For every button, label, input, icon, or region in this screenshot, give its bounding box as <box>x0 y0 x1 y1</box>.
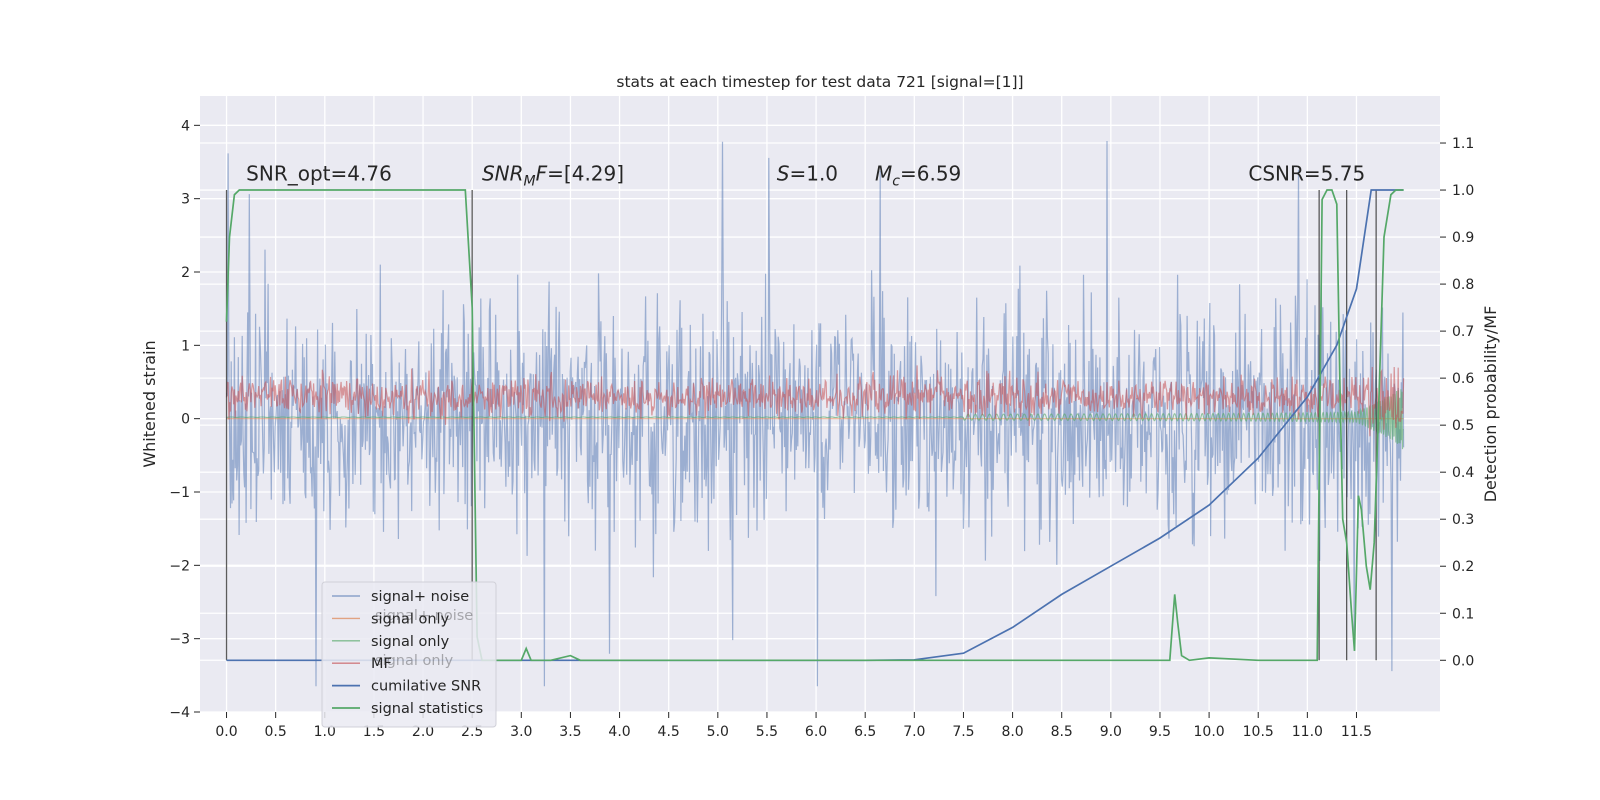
x-tick-label: 4.0 <box>608 724 630 740</box>
chart-title: stats at each timestep for test data 721… <box>616 73 1023 91</box>
x-tick-label: 5.0 <box>707 724 729 740</box>
annotations: SNR_opt=4.76 SNRMF=[4.29] S=1.0 Mc=6.59 CSNR… <box>246 161 1365 189</box>
y-ticks-right: 1.1 1.0 0.9 0.8 0.7 0.6 0.5 0.4 0.3 0.2 0.1 0.0 <box>1440 136 1474 669</box>
x-tick-label: 11.0 <box>1292 724 1323 740</box>
x-tick-label: 5.5 <box>756 724 778 740</box>
y-right-tick-label: 0.2 <box>1452 559 1474 575</box>
y-tick-label: 0 <box>181 412 190 428</box>
legend-label: MF <box>371 656 392 672</box>
x-tick-label: 8.0 <box>1001 724 1023 740</box>
y-tick-label: −2 <box>169 558 190 574</box>
y-right-tick-label: 1.0 <box>1452 183 1474 199</box>
legend-ghost-label: signal only <box>375 653 454 669</box>
x-tick-label: 2.0 <box>412 724 434 740</box>
x-tick-label: 10.5 <box>1243 724 1274 740</box>
x-tick-label: 6.0 <box>805 724 827 740</box>
legend-box <box>321 581 497 728</box>
x-tick-label: 8.5 <box>1051 724 1073 740</box>
series-signal-only-green <box>226 389 1404 450</box>
legend-ghost-label: signal+ noise <box>375 608 473 624</box>
y-right-tick-label: 0.3 <box>1452 512 1474 528</box>
x-tick-label: 0.0 <box>215 724 237 740</box>
x-tick-label: 11.5 <box>1341 724 1372 740</box>
x-tick-label: 4.5 <box>658 724 680 740</box>
x-tick-label: 0.5 <box>265 724 287 740</box>
series-signal-noise <box>225 140 1405 687</box>
x-ticks: 0.0 0.5 1.0 1.5 2.0 2.5 3.0 3.5 4.0 4.5 5.0 5.5 6.0 6… <box>215 712 1372 740</box>
y-tick-label: −4 <box>169 705 190 721</box>
legend-label: signal+ noise <box>371 589 469 605</box>
y-right-tick-label: 0.0 <box>1452 653 1474 669</box>
y-tick-label: 2 <box>181 265 190 281</box>
x-tick-label: 9.0 <box>1100 724 1122 740</box>
x-tick-label: 9.5 <box>1149 724 1171 740</box>
y-tick-label: 4 <box>181 118 190 134</box>
y-tick-label: 1 <box>181 338 190 354</box>
legend-label: cumilative SNR <box>371 679 481 695</box>
x-tick-label: 6.5 <box>854 724 876 740</box>
y-right-tick-label: 1.1 <box>1452 136 1474 152</box>
x-tick-label: 1.5 <box>363 724 385 740</box>
legend-label: signal only <box>371 634 450 650</box>
series-layer <box>225 140 1405 687</box>
y-right-tick-label: 0.5 <box>1452 418 1474 434</box>
y-right-tick-label: 0.6 <box>1452 371 1474 387</box>
series-mf <box>225 365 1405 437</box>
x-tick-label: 10.0 <box>1194 724 1225 740</box>
x-tick-label: 7.0 <box>903 724 925 740</box>
y-tick-label: −3 <box>169 632 190 648</box>
legend-label: signal statistics <box>371 701 483 717</box>
annotation-4: CSNR=5.75 <box>1248 161 1365 185</box>
series-signal-statistics <box>225 189 1404 662</box>
x-tick-label: 1.0 <box>314 724 336 740</box>
y-tick-label: 3 <box>181 192 190 208</box>
y-axis-label-right: Detection probability/MF <box>1481 306 1500 503</box>
annotation-0: SNR_opt=4.76 <box>246 161 392 185</box>
x-tick-label: 7.5 <box>952 724 974 740</box>
annotation-3: Mc=6.59 <box>875 161 961 189</box>
annotation-2: S=1.0 <box>777 161 838 185</box>
x-tick-label: 3.5 <box>559 724 581 740</box>
series-cumulative-snr <box>226 189 1404 662</box>
y-right-tick-label: 0.4 <box>1452 465 1474 481</box>
x-tick-label: 2.5 <box>461 724 483 740</box>
x-tick-label: 3.0 <box>510 724 532 740</box>
y-axis-label: Whitened strain <box>140 340 159 467</box>
y-tick-label: −1 <box>169 485 190 501</box>
y-right-tick-label: 0.1 <box>1452 606 1474 622</box>
y-right-tick-label: 0.7 <box>1452 324 1474 340</box>
y-right-tick-label: 0.8 <box>1452 277 1474 293</box>
annotation-1: SNRMF=[4.29] <box>482 161 624 189</box>
y-ticks: 4 3 2 1 0 −1 −2 −3 −4 <box>169 118 200 721</box>
y-right-tick-label: 0.9 <box>1452 230 1474 246</box>
legend-label: signal only <box>371 611 450 627</box>
